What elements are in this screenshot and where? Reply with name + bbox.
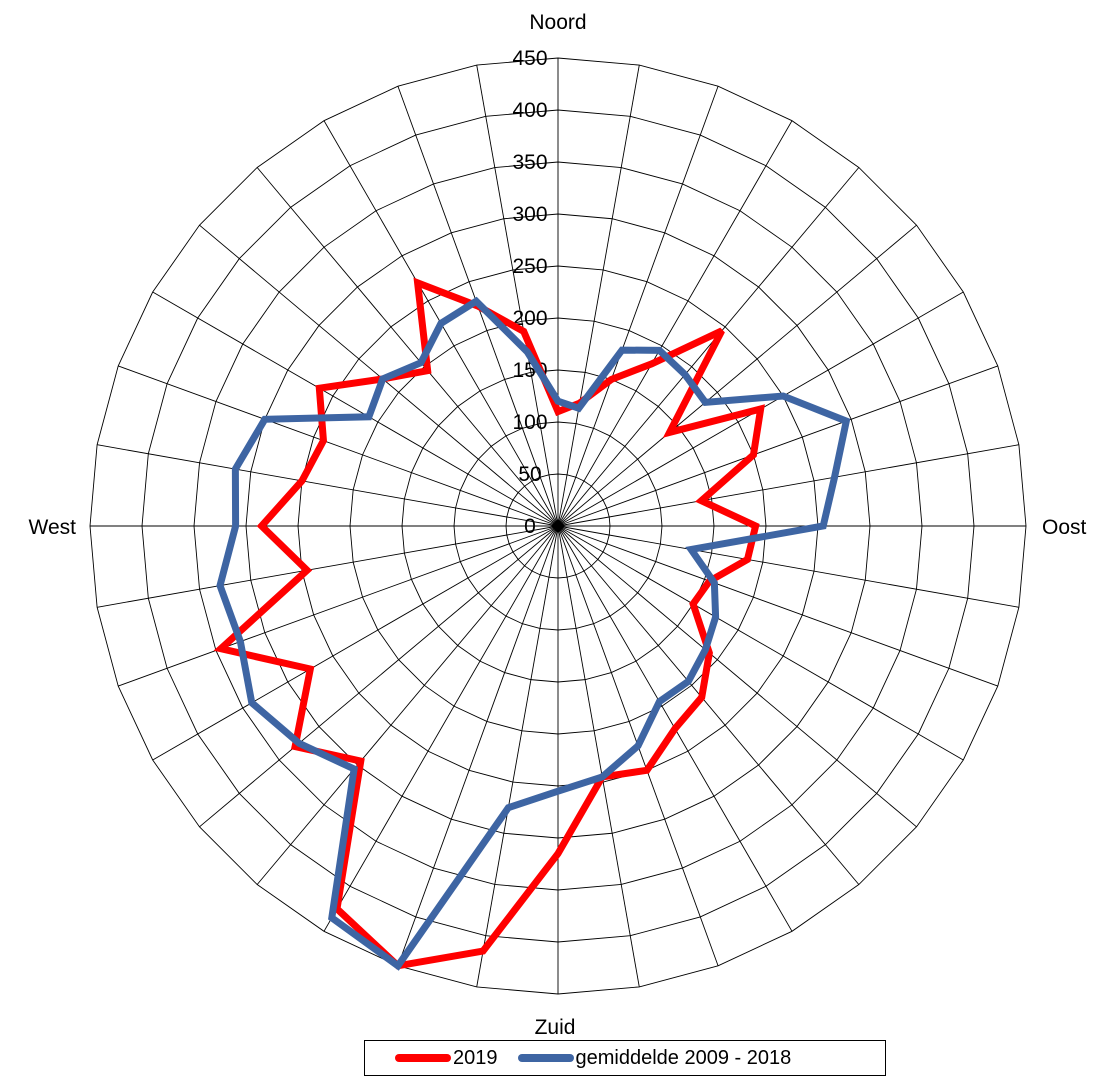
grid-spoke: [557, 65, 640, 527]
grid-spoke: [323, 525, 559, 932]
grid-spoke: [557, 525, 860, 885]
legend-label-2019: 2019: [453, 1046, 498, 1069]
grid-spoke: [476, 525, 559, 987]
radial-tick-label: 100: [512, 411, 547, 434]
chart-legend: 2019 gemiddelde 2009 - 2018: [364, 1040, 886, 1076]
grid-spoke: [256, 167, 559, 527]
radial-tick-label: 450: [512, 47, 547, 70]
legend-item-2019: 2019: [395, 1047, 498, 1070]
direction-label-north: Noord: [529, 11, 586, 34]
grid-spoke: [557, 86, 719, 527]
grid-spoke: [97, 525, 559, 608]
grid-spoke: [557, 525, 640, 987]
radial-tick-label: 50: [518, 463, 541, 486]
grid-spoke: [557, 525, 1019, 608]
series-line-2019: [213, 277, 765, 970]
radial-tick-label: 400: [512, 99, 547, 122]
series-layer: [213, 277, 851, 971]
radial-tick-label: 250: [512, 255, 547, 278]
direction-label-south: Zuid: [535, 1016, 576, 1039]
series-line-average: [216, 296, 851, 971]
center-marker: [551, 519, 565, 533]
grid-spoke: [557, 444, 1019, 527]
grid-spoke: [557, 525, 998, 687]
grid-spoke: [397, 525, 559, 966]
grid-spoke: [476, 65, 559, 527]
grid-spoke: [152, 525, 559, 761]
grid-spoke: [557, 525, 917, 828]
legend-swatch-2019: [395, 1054, 451, 1062]
grid-spoke: [557, 224, 917, 527]
legend-item-average: gemiddelde 2009 - 2018: [517, 1046, 792, 1070]
grid-spoke: [199, 525, 559, 828]
legend-label-average: gemiddelde 2009 - 2018: [575, 1046, 792, 1069]
grid-spoke: [97, 444, 559, 527]
direction-label-east: Oost: [1042, 516, 1087, 539]
grid-spoke: [557, 525, 964, 761]
radial-tick-label: 0: [524, 515, 536, 538]
grid-spoke: [557, 365, 998, 527]
radial-tick-label: 300: [512, 203, 547, 226]
center-diamond: [551, 519, 565, 533]
legend-swatch-average: [517, 1054, 574, 1062]
radial-tick-label: 350: [512, 151, 547, 174]
grid-spoke: [256, 525, 559, 885]
radial-tick-label: 200: [512, 307, 547, 330]
grid-spoke: [118, 525, 559, 687]
grid-spoke: [152, 291, 559, 527]
direction-label-west: West: [29, 516, 77, 539]
grid-spoke: [118, 365, 559, 527]
grid-spoke: [557, 167, 860, 527]
grid-spoke: [557, 120, 793, 527]
grid-spoke: [199, 224, 559, 527]
